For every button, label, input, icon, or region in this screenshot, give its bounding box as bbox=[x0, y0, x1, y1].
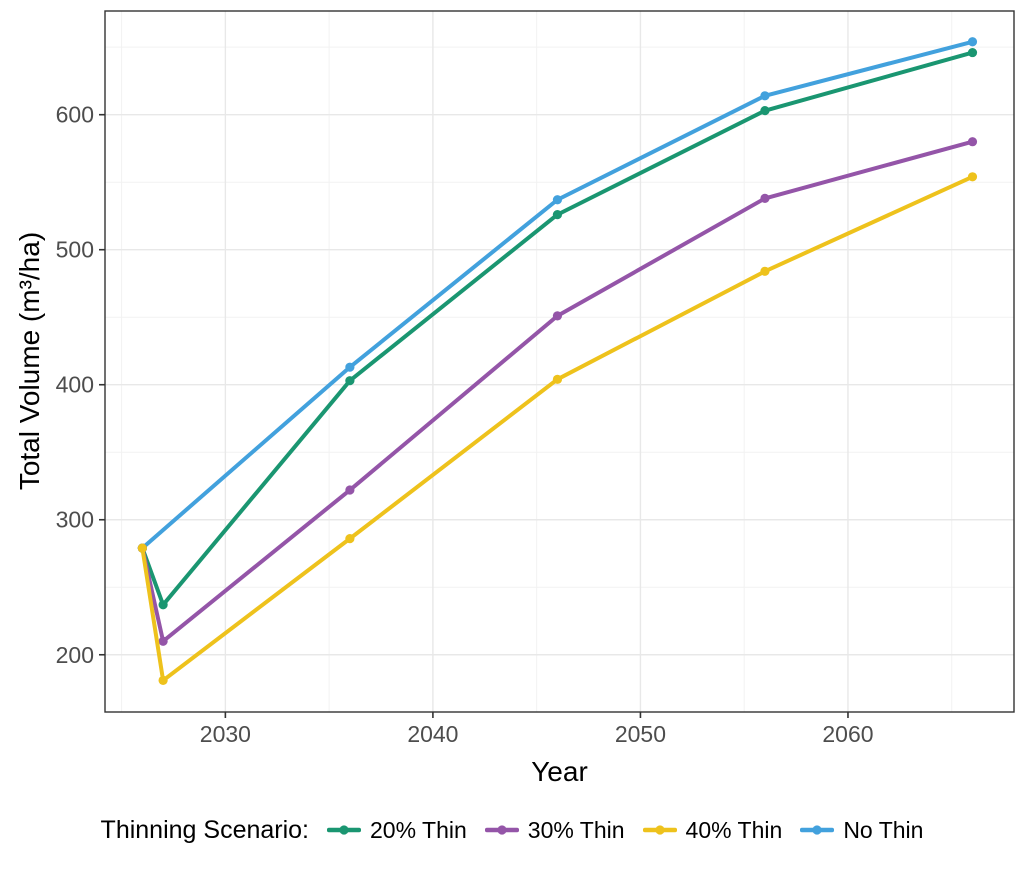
series-point-40-thin bbox=[137, 543, 147, 553]
y-tick-label: 400 bbox=[56, 372, 94, 398]
legend-key-no-thin bbox=[800, 825, 835, 835]
series-point-no-thin bbox=[552, 195, 563, 205]
x-axis-title: Year bbox=[531, 756, 588, 787]
series-point-no-thin bbox=[760, 91, 770, 101]
panel-background bbox=[105, 11, 1014, 712]
x-tick-label: 2040 bbox=[407, 721, 458, 747]
series-point-30-thin bbox=[345, 485, 355, 495]
series-line-40-thin bbox=[140, 174, 975, 683]
series-point-20-thin bbox=[158, 600, 168, 610]
y-tick-label: 200 bbox=[56, 642, 94, 668]
y-tick-label: 300 bbox=[56, 507, 94, 533]
series-point-20-thin bbox=[552, 210, 563, 220]
legend-items: 20% Thin 30% Thin 40% Thin No Thin bbox=[327, 817, 923, 844]
series-point-40-thin bbox=[552, 374, 563, 384]
series-point-40-thin bbox=[760, 266, 770, 276]
legend: Thinning Scenario: 20% Thin 30% Thin 40% T… bbox=[0, 808, 1024, 852]
series-line-20-thin bbox=[140, 50, 975, 607]
legend-item-no-thin: No Thin bbox=[800, 817, 923, 844]
series-point-40-thin bbox=[967, 172, 978, 182]
legend-item-label: 40% Thin bbox=[685, 816, 783, 843]
x-tick-label: 2030 bbox=[200, 721, 251, 747]
y-tick-label: 500 bbox=[56, 237, 94, 263]
series-point-20-thin bbox=[760, 106, 770, 116]
panel-border bbox=[104, 10, 1015, 713]
x-tick-label: 2050 bbox=[615, 721, 666, 747]
legend-key-20-thin bbox=[327, 825, 362, 835]
series-line-30-thin bbox=[140, 139, 975, 644]
y-tick-label: 600 bbox=[56, 102, 94, 128]
legend-item-20-thin: 20% Thin bbox=[327, 817, 467, 844]
series-point-30-thin bbox=[967, 137, 978, 147]
series-point-40-thin bbox=[345, 534, 355, 544]
legend-item-30-thin: 30% Thin bbox=[484, 816, 625, 844]
legend-item-label: 30% Thin bbox=[527, 816, 625, 843]
series-point-no-thin bbox=[967, 37, 978, 47]
series-point-no-thin bbox=[345, 362, 355, 372]
series-point-30-thin bbox=[760, 193, 770, 204]
series-point-20-thin bbox=[345, 376, 355, 386]
legend-item-label: 20% Thin bbox=[370, 816, 467, 843]
series-point-20-thin bbox=[967, 47, 978, 58]
x-tick-label: 2060 bbox=[822, 721, 873, 747]
series-point-30-thin bbox=[552, 311, 563, 321]
legend-title: Thinning Scenario: bbox=[100, 815, 310, 844]
legend-item-40-thin: 40% Thin bbox=[642, 816, 783, 844]
y-axis-title: Total Volume (m³/ha) bbox=[14, 231, 45, 491]
series-point-30-thin bbox=[158, 636, 168, 646]
legend-item-label: No Thin bbox=[843, 816, 924, 843]
legend-key-30-thin bbox=[484, 825, 519, 835]
legend-key-40-thin bbox=[642, 825, 677, 835]
series-point-40-thin bbox=[158, 675, 168, 686]
